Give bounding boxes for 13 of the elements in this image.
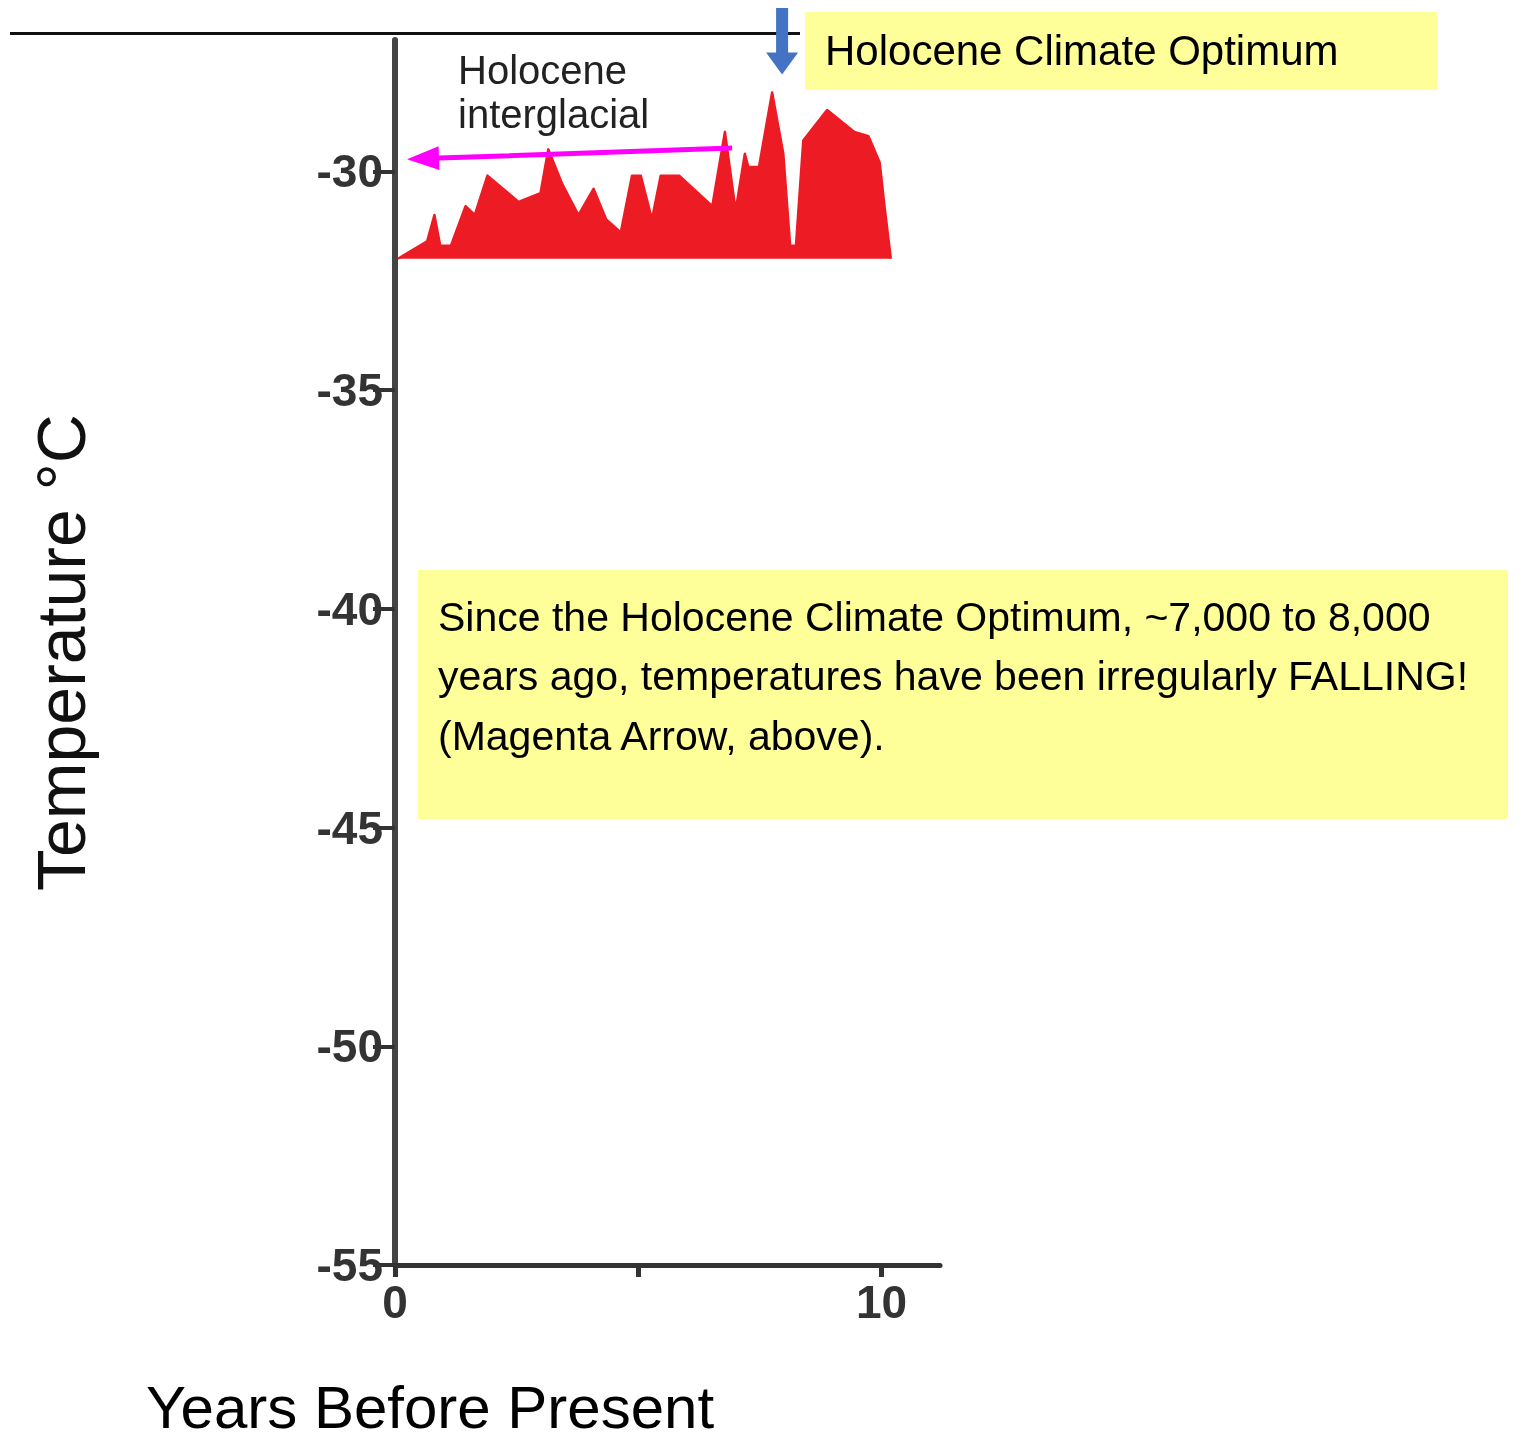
y-tick-label: -35 [316,364,383,416]
x-tick-label: 10 [856,1276,908,1328]
annotation: Since the Holocene Climate Optimum, ~7,000 to 8,000 years ago, temperatures have been irregularly FALLING! (Magenta Arrow, above). [418,570,1508,819]
y-axis-title: Temperature °C [23,414,99,891]
y-tick-label: -45 [316,801,383,854]
y-tick-label: -55 [316,1239,383,1291]
y-tick-label: -30 [316,145,383,198]
annotation: Holocene Climate Optimum [805,12,1437,91]
y-tick-label: -50 [316,1020,383,1073]
x-tick-label: 0 [382,1276,408,1328]
y-tick-label: -40 [316,582,383,635]
x-axis-title: Years Before Present [146,1373,715,1440]
annotation: Holocene interglacial [458,48,651,136]
